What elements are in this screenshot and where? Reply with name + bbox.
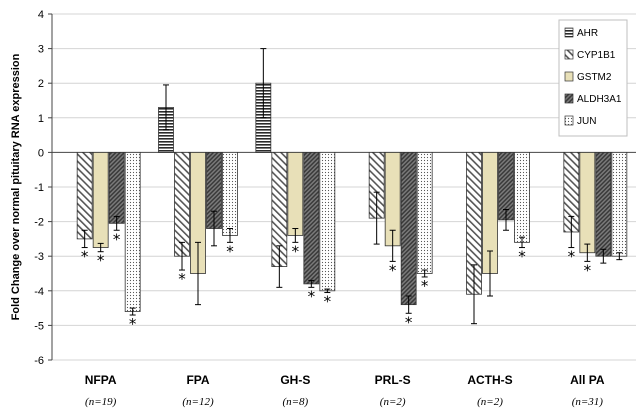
y-tick-label: -6 — [34, 355, 44, 367]
category-n-label: (n=12) — [182, 396, 214, 408]
y-tick-label: -2 — [34, 217, 44, 229]
legend-swatch-cyp1b1 — [564, 49, 574, 60]
legend-swatch-ahr — [564, 27, 574, 38]
gridlines — [52, 13, 636, 361]
category-label: NFPA — [85, 373, 117, 387]
significance-marker: * — [226, 242, 234, 260]
y-tick-label: 3 — [38, 44, 44, 56]
bar-jun-all pa — [611, 151, 628, 257]
y-tick-label: 2 — [38, 78, 44, 90]
y-tick-label: 0 — [38, 147, 44, 159]
significance-marker: * — [113, 230, 121, 248]
legend-swatch-jun — [564, 115, 574, 126]
y-tick-label: -4 — [34, 286, 44, 298]
significance-marker: * — [518, 248, 526, 266]
y-axis-title: Fold Change over normal pituitary RNA ex… — [10, 53, 22, 320]
legend-label-jun: JUN — [577, 116, 596, 127]
legend: AHR CYP1B1 GSTM2 ALDH3A1 JUN — [558, 19, 628, 137]
category-label: PRL-S — [375, 373, 411, 387]
legend-label-gstm2: GSTM2 — [577, 72, 612, 83]
y-tick-label: -5 — [34, 320, 44, 332]
bar-jun-prl-s — [416, 151, 433, 274]
significance-marker: * — [389, 261, 397, 279]
significance-marker: * — [324, 293, 332, 311]
y-tick-label: -1 — [34, 182, 44, 194]
axes — [48, 13, 636, 361]
category-n-label: (n=2) — [380, 396, 406, 408]
bar-aldh3a1-all pa — [595, 151, 612, 257]
y-tick-label: 1 — [38, 113, 44, 125]
category-label: FPA — [186, 373, 209, 387]
bar-gstm2-nfpa — [92, 151, 109, 248]
legend-label-cyp1b1: CYP1B1 — [577, 50, 616, 61]
significance-marker: * — [421, 277, 429, 295]
category-n-label: (n=31) — [572, 396, 604, 408]
bar-jun-fpa — [222, 151, 238, 236]
bar-cyp1b1-fpa — [174, 151, 190, 257]
significance-marker: * — [568, 248, 576, 266]
category-n-label: (n=8) — [282, 396, 308, 408]
legend-label-ahr: AHR — [577, 28, 598, 39]
bar-aldh3a1-nfpa — [108, 151, 125, 224]
labels: 4 3 2 1 0 -1 -2 -3 -4 -5 -6 * * * * NFPA (n=19) * * FPA (n=1… — [10, 9, 605, 408]
legend-swatch-gstm2 — [564, 71, 574, 82]
category-label: GH-S — [280, 373, 310, 387]
legend-label-aldh3a1: ALDH3A1 — [577, 94, 622, 105]
legend-swatch-aldh3a1 — [564, 93, 574, 104]
bar-aldh3a1-gh-s — [303, 151, 320, 285]
significance-marker: * — [308, 287, 316, 305]
bar-jun-nfpa — [124, 151, 141, 312]
category-label: ACTH-S — [467, 373, 512, 387]
bar-gstm2-gh-s — [287, 151, 304, 236]
bar-jun-acth-s — [514, 151, 530, 243]
y-tick-label: 4 — [38, 9, 44, 21]
bar-jun-gh-s — [319, 151, 336, 292]
bars — [76, 48, 628, 325]
bar-aldh3a1-prl-s — [400, 151, 417, 306]
category-n-label: (n=19) — [85, 396, 117, 408]
bar-cyp1b1-nfpa — [76, 151, 93, 240]
category-n-label: (n=2) — [477, 396, 503, 408]
significance-marker: * — [178, 270, 186, 288]
significance-marker: * — [129, 315, 137, 333]
significance-marker: * — [405, 313, 413, 331]
significance-marker: * — [97, 252, 105, 270]
y-tick-label: -3 — [34, 251, 44, 263]
significance-marker: * — [292, 242, 300, 260]
bar-gstm2-all pa — [579, 151, 596, 254]
category-label: All PA — [570, 373, 605, 387]
significance-marker: * — [81, 248, 89, 266]
significance-marker: * — [584, 261, 592, 279]
